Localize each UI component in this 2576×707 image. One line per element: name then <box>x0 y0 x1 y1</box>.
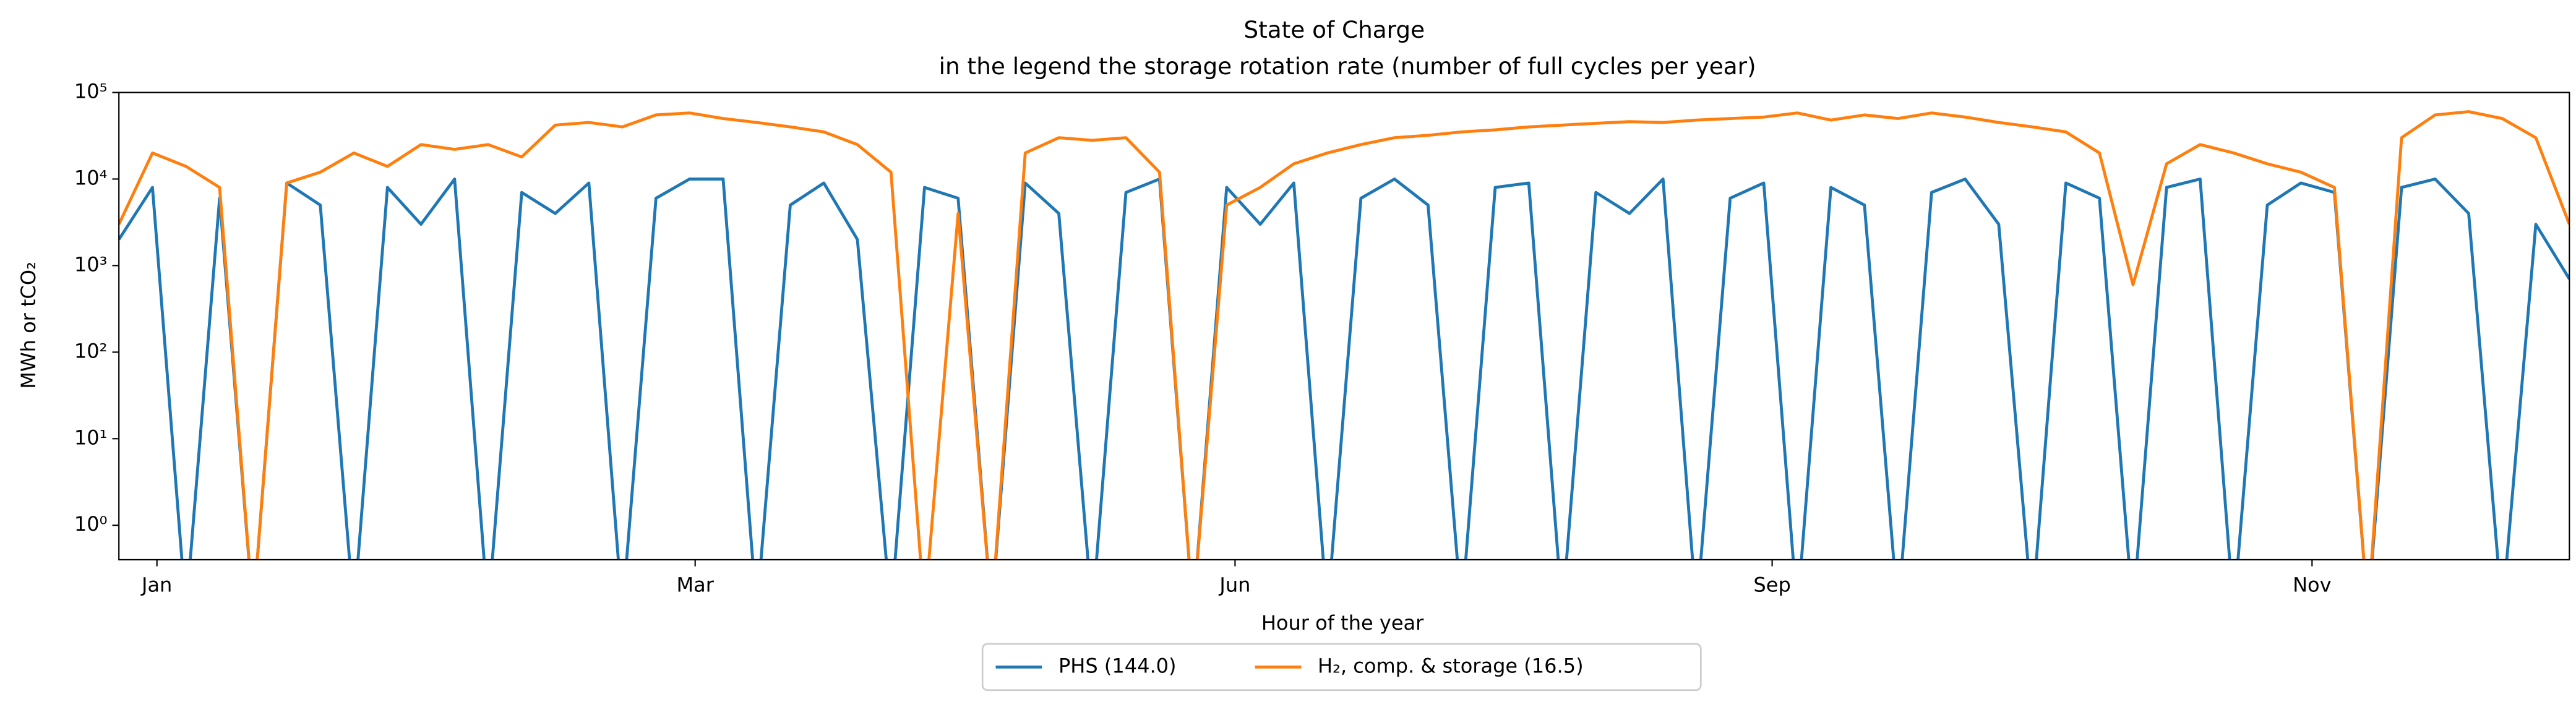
x-tick-label: Mar <box>676 573 714 597</box>
x-axis-label: Hour of the year <box>1261 611 1424 635</box>
x-tick-label: Sep <box>1753 573 1790 597</box>
x-tick-label: Jan <box>140 573 172 597</box>
legend-box <box>981 643 1702 692</box>
plot-frame <box>118 92 2570 560</box>
y-tick-label: 10³ <box>74 252 108 276</box>
legend-label: H₂, comp. & storage (16.5) <box>1318 654 1584 677</box>
series-line <box>119 110 2570 560</box>
chart-subtitle: in the legend the storage rotation rate … <box>939 53 1756 80</box>
y-tick-label: 10⁰ <box>74 512 108 536</box>
series-line <box>119 178 2570 560</box>
y-tick-label: 10² <box>74 339 108 362</box>
y-tick-label: 10⁵ <box>74 79 108 103</box>
x-tick-label: Nov <box>2293 573 2331 597</box>
plot-area <box>119 110 2570 560</box>
chart-title: State of Charge <box>1243 16 1425 43</box>
legend-label: PHS (144.0) <box>1058 654 1177 677</box>
y-tick-label: 10⁴ <box>74 166 108 189</box>
y-tick-label: 10¹ <box>74 426 108 449</box>
y-axis-label: MWh or tCO₂ <box>17 262 40 389</box>
x-tick-label: Jun <box>1218 573 1250 597</box>
